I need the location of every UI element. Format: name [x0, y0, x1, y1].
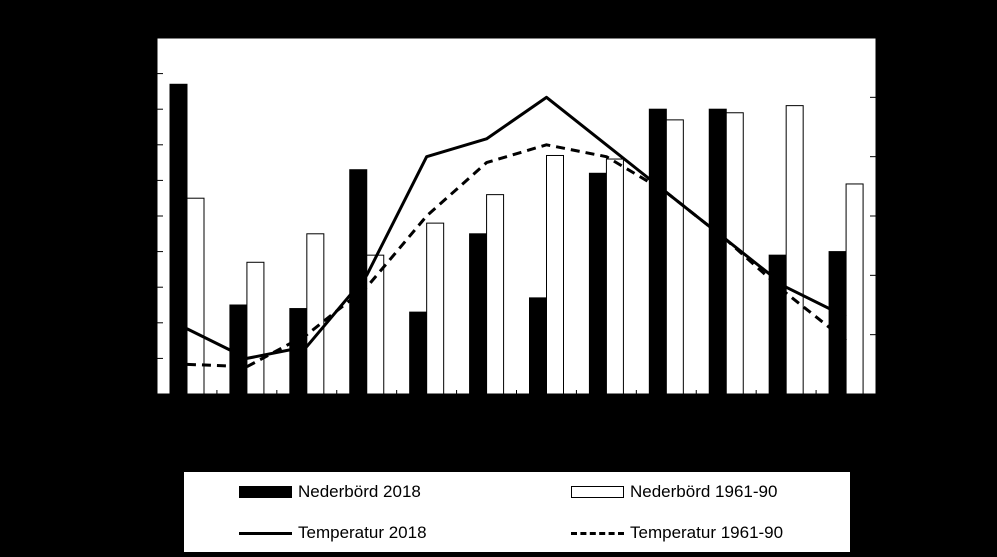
- legend-label-precip-normal: Nederbörd 1961-90: [630, 482, 778, 501]
- bars: [169, 83, 864, 395]
- legend-label-temp-2018: Temperatur 2018: [298, 523, 427, 542]
- bar-precip-2018: [469, 233, 488, 395]
- legend-label-precip-2018: Nederbörd 2018: [298, 482, 421, 501]
- bar-precip-2018: [708, 108, 727, 395]
- legend: Nederbörd 2018 Nederbörd 1961-90 Tempera…: [184, 472, 850, 552]
- filled-bar-swatch-icon: [239, 486, 292, 498]
- legend-item-temp-2018: Temperatur 2018: [239, 523, 427, 543]
- bar-precip-normal: [845, 183, 864, 395]
- bar-precip-2018: [229, 304, 248, 395]
- legend-item-temp-normal: Temperatur 1961-90: [571, 523, 783, 543]
- dashed-line-swatch-icon: [571, 531, 624, 535]
- bar-precip-2018: [349, 169, 368, 395]
- bar-precip-normal: [426, 222, 445, 395]
- axes: [157, 73, 876, 394]
- bar-precip-2018: [588, 172, 607, 395]
- legend-item-precip-2018: Nederbörd 2018: [239, 482, 421, 502]
- bar-precip-2018: [409, 311, 428, 395]
- bar-precip-2018: [529, 297, 547, 395]
- bar-precip-normal: [306, 233, 325, 395]
- bar-precip-normal: [546, 154, 564, 395]
- bar-precip-normal: [486, 194, 505, 395]
- legend-item-precip-normal: Nederbörd 1961-90: [571, 482, 777, 502]
- bar-precip-2018: [648, 108, 667, 395]
- open-bar-swatch-icon: [571, 486, 624, 498]
- plot-area: [156, 37, 877, 395]
- bar-precip-normal: [186, 197, 205, 395]
- climate-chart: [156, 37, 877, 395]
- bar-precip-normal: [665, 119, 684, 395]
- legend-label-temp-normal: Temperatur 1961-90: [630, 523, 784, 542]
- lines: [186, 95, 847, 369]
- bar-precip-2018: [169, 83, 188, 395]
- line-temp-normal: [186, 143, 847, 369]
- solid-line-swatch-icon: [239, 531, 292, 535]
- bar-precip-normal: [246, 261, 265, 395]
- bar-precip-normal: [605, 158, 624, 395]
- bar-precip-2018: [289, 308, 308, 395]
- bar-precip-2018: [828, 251, 847, 395]
- bar-precip-normal: [785, 105, 804, 395]
